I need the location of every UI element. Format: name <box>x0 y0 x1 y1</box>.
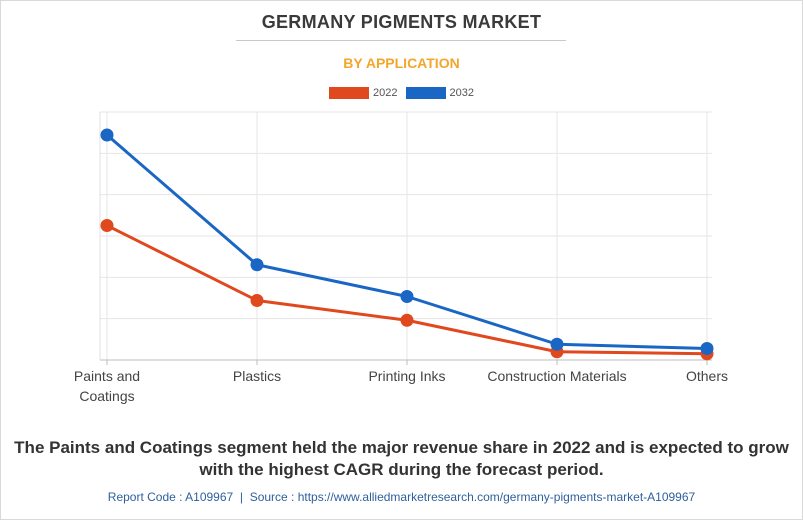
chart-caption: The Paints and Coatings segment held the… <box>14 438 789 479</box>
chart-title: GERMANY PIGMENTS MARKET <box>261 12 542 32</box>
source-link[interactable]: Source : https://www.alliedmarketresearc… <box>249 490 696 504</box>
x-tick-label: Others <box>686 368 728 384</box>
legend-label-2032: 2032 <box>449 87 474 99</box>
footer: Report Code : A109967 | Source : https:/… <box>0 490 803 504</box>
legend: 2022 2032 <box>0 87 803 99</box>
data-point-2022 <box>250 294 264 307</box>
legend-label-2022: 2022 <box>373 87 398 99</box>
data-point-2022 <box>100 219 114 232</box>
x-tick-label: Printing Inks <box>368 368 445 384</box>
data-point-2032 <box>400 290 414 303</box>
data-point-2032 <box>250 258 264 272</box>
x-tick-label: Plastics <box>233 368 281 384</box>
legend-swatch-2022 <box>329 87 370 99</box>
x-tick-label: Construction Materials <box>487 368 626 384</box>
data-point-2032 <box>700 342 714 355</box>
legend-item-2022[interactable]: 2022 <box>329 87 398 99</box>
data-point-2032 <box>100 128 114 142</box>
x-tick-label: Paints and Coatings <box>74 368 140 404</box>
data-point-2022 <box>400 313 414 327</box>
title-divider <box>236 40 566 41</box>
report-code: Report Code : A109967 <box>107 490 234 504</box>
legend-swatch-2032 <box>405 87 446 99</box>
footer-separator: | <box>239 490 244 504</box>
legend-item-2032[interactable]: 2032 <box>405 87 474 99</box>
data-point-2032 <box>550 337 564 351</box>
line-chart: Paints and Coatings Plastics Printing Inks C… <box>74 111 728 404</box>
chart-subtitle: BY APPLICATION <box>343 55 460 71</box>
